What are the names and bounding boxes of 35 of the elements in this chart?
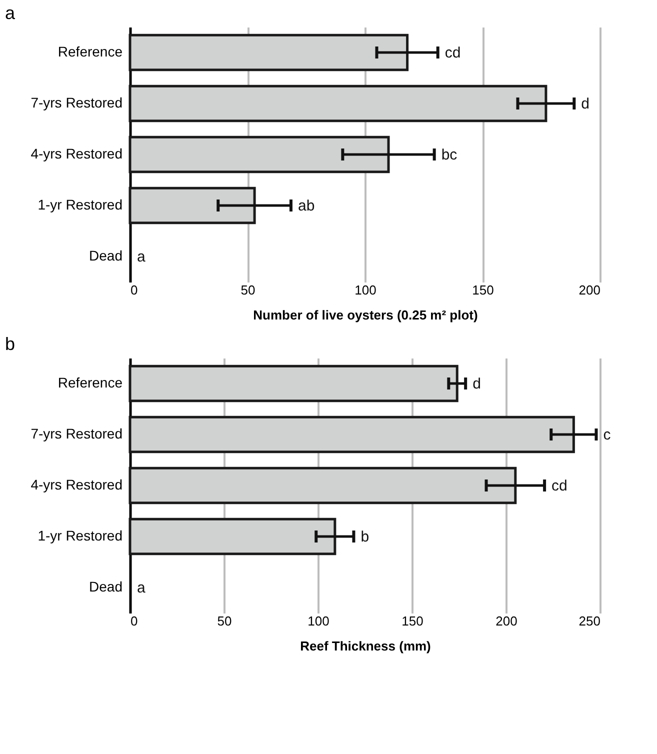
y-tick-label: 1-yr Restored (38, 528, 122, 544)
x-tick-label: 0 (130, 614, 138, 628)
y-tick-label: Dead (89, 578, 122, 594)
y-tick-label: Reference (58, 44, 123, 60)
x-axis-title: Reef Thickness (mm) (300, 638, 431, 654)
y-tick-label: Dead (89, 248, 122, 264)
annotation: d (472, 376, 481, 392)
y-tick-label: 7-yrs Restored (30, 94, 122, 110)
annotation: a (137, 248, 146, 266)
y-tick-label: Reference (58, 374, 123, 390)
y-tick-label: 4-yrs Restored (30, 476, 122, 492)
annotation: c (603, 426, 612, 444)
annotation: cd (552, 478, 568, 494)
x-tick-label: 0 (130, 282, 138, 298)
y-tick-label: 4-yrs Restored (30, 146, 122, 162)
y-tick-label: 7-yrs Restored (30, 426, 122, 442)
x-tick-label: 200 (578, 282, 600, 298)
x-tick-label: 50 (240, 282, 256, 298)
annotation: a (137, 580, 146, 596)
x-tick-label: 250 (578, 614, 600, 628)
annotation: ab (298, 198, 315, 214)
x-tick-label: 100 (308, 614, 330, 628)
y-tick-label: 1-yr Restored (38, 196, 122, 212)
x-tick-label: 150 (472, 282, 494, 298)
annotation: d (581, 96, 590, 112)
chart-title: b (5, 334, 16, 354)
x-tick-label: 100 (354, 282, 376, 298)
x-tick-label: 50 (217, 614, 232, 628)
x-tick-label: 150 (402, 614, 424, 628)
x-axis-title: Number of live oysters (0.25 m² plot) (253, 308, 478, 322)
annotation: bc (441, 146, 458, 164)
annotation: b (360, 528, 370, 546)
chart-title: a (5, 3, 16, 23)
x-tick-label: 200 (496, 614, 518, 628)
annotation: cd (444, 44, 461, 62)
